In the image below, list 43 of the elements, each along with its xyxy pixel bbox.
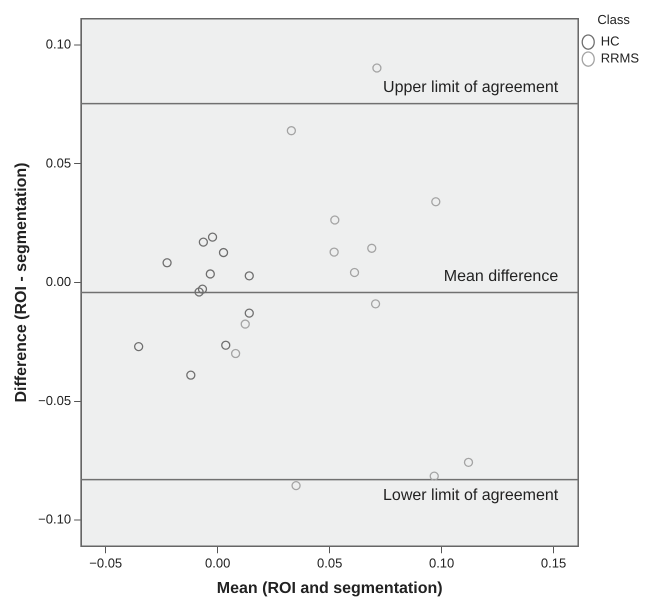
point (244, 308, 254, 318)
text: 0.10 (46, 36, 72, 52)
point (430, 471, 439, 481)
point (291, 480, 301, 490)
point (134, 342, 144, 352)
point (330, 215, 340, 225)
point (367, 244, 376, 253)
point (464, 458, 474, 467)
point (218, 248, 228, 258)
x-tick-label: −0.05 (89, 556, 122, 571)
point (372, 63, 382, 73)
point (350, 268, 360, 278)
ref-line-label: Upper limit of agreement (383, 79, 559, 96)
legend-label: RRMS (600, 50, 640, 66)
point (370, 299, 380, 309)
point (198, 284, 208, 294)
ref-line-label: Mean difference (444, 268, 558, 285)
point (221, 340, 230, 350)
legend-label: HC (600, 34, 620, 49)
x-axis-title: Mean (ROI and segmentation) (216, 580, 443, 597)
y-tick-label: 0.05 (46, 155, 72, 170)
point (329, 247, 339, 257)
point (286, 126, 296, 136)
text: 0.10 (428, 556, 454, 571)
point (186, 370, 196, 380)
point (194, 287, 204, 297)
point (230, 348, 240, 358)
point (431, 197, 440, 206)
y-tick-label: −0.05 (38, 392, 72, 408)
x-tick-label: 0.15 (540, 556, 566, 571)
point (198, 237, 208, 247)
y-axis-title: Difference (ROI - segmentation) (13, 162, 30, 403)
point (206, 269, 215, 279)
point (240, 319, 250, 329)
legend-title: Class (597, 12, 630, 28)
x-tick-label: 0.05 (317, 556, 342, 571)
ref-line-label: Lower limit of agreement (383, 487, 559, 504)
point (208, 232, 218, 242)
text: 0.00 (46, 274, 72, 290)
point (244, 271, 254, 280)
y-tick-label: −0.10 (38, 512, 72, 527)
point (162, 258, 172, 268)
text: 0.00 (205, 556, 230, 571)
